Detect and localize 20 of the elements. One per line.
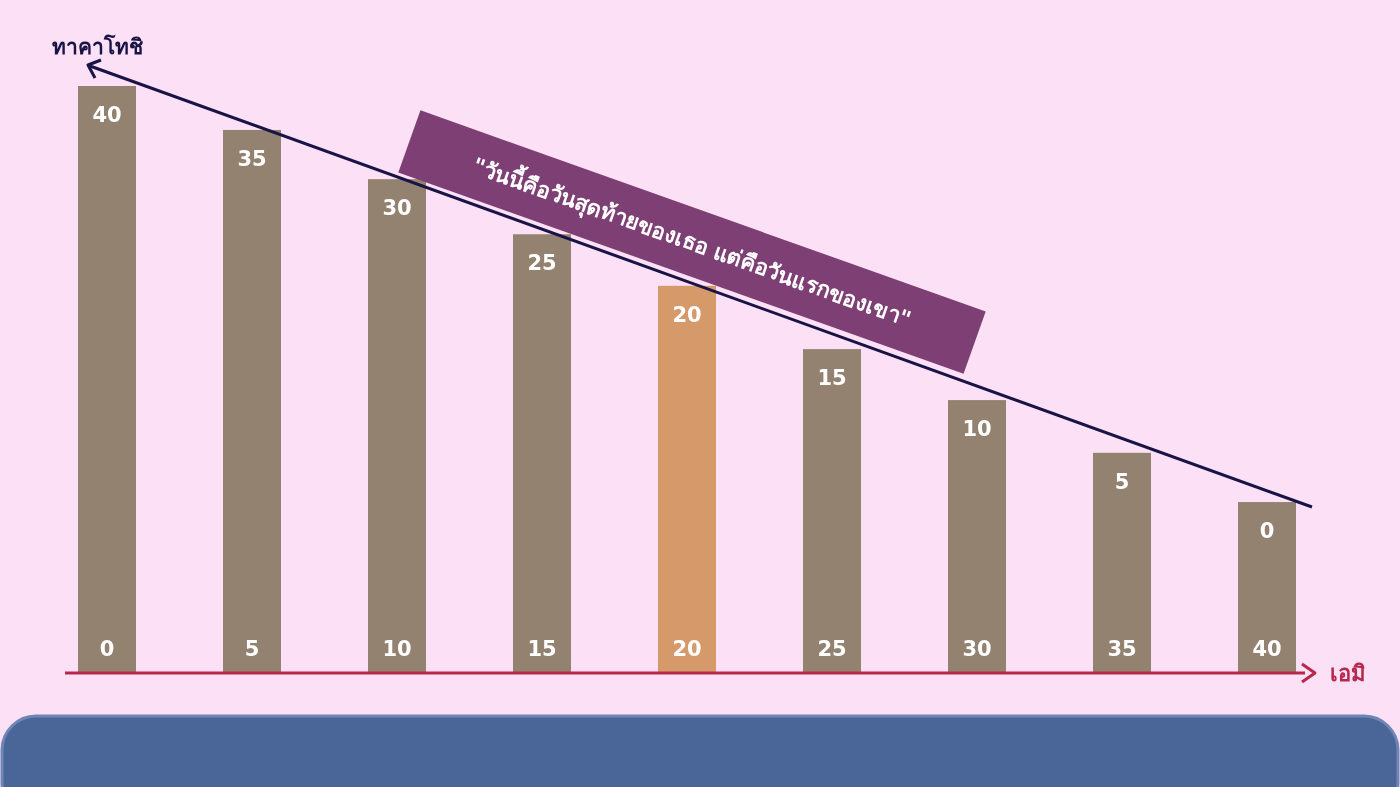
x-tick-label: 35	[1107, 637, 1137, 661]
annotation: 10	[962, 417, 992, 442]
annotation: 35	[237, 146, 267, 171]
x-tick-label: 40	[1252, 637, 1282, 661]
x-axis-title: เอมิ	[1330, 661, 1366, 686]
annotation: 0	[1259, 519, 1275, 544]
annotation: 20	[672, 302, 702, 327]
annotation: 15	[817, 366, 847, 391]
x-tick-label: 5	[244, 637, 260, 661]
x-tick-label: 10	[382, 637, 412, 661]
annotation: 25	[527, 251, 557, 276]
x-tick-label: 30	[962, 637, 992, 661]
annotation: 5	[1114, 469, 1130, 494]
x-tick-label: 20	[672, 637, 702, 661]
annotation: 30	[382, 196, 412, 221]
annotation: 40	[92, 103, 122, 127]
y-axis-title: ทาคาโทชิ	[52, 34, 143, 59]
x-tick-label: 25	[817, 637, 847, 661]
x-tick-label: 0	[99, 637, 115, 661]
x-tick-label: 15	[527, 637, 557, 661]
